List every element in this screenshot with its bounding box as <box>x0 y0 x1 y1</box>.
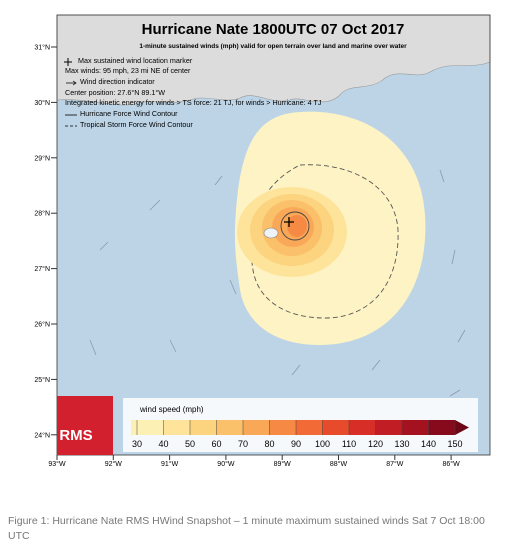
lon-label: 87°W <box>386 460 404 468</box>
frame <box>56 14 491 456</box>
colorbar-label: 40 <box>158 439 168 449</box>
legend-text: Integrated kinetic energy for winds > TS… <box>65 98 322 107</box>
wind-arrows <box>89 169 466 397</box>
colorbar-cell <box>296 420 323 435</box>
colorbar-cell <box>402 420 429 435</box>
lat-label: 27°N <box>34 265 50 273</box>
eye <box>263 227 279 239</box>
logo: RMS <box>59 427 92 444</box>
colorbar-label: 70 <box>238 439 248 449</box>
hurricane-contour <box>280 211 310 241</box>
colorbar-label: 30 <box>132 439 142 449</box>
logo-box <box>57 396 113 455</box>
colorbar-label: 140 <box>421 439 436 449</box>
map: Hurricane Nate 1800UTC 07 Oct 2017 1-min… <box>34 14 491 468</box>
legend-marker <box>64 58 72 66</box>
colorbar-cell <box>216 420 243 435</box>
title: Hurricane Nate 1800UTC 07 Oct 2017 <box>142 21 405 38</box>
colorbar-label: 50 <box>185 439 195 449</box>
lat-label: 31°N <box>34 44 50 52</box>
colorbar-label: 130 <box>394 439 409 449</box>
colorbar-title: wind speed (mph) <box>139 405 204 414</box>
lat-label: 29°N <box>34 154 50 162</box>
colorbar-label: 100 <box>315 439 330 449</box>
lat-label: 30°N <box>34 99 50 107</box>
colorbar-label: 90 <box>291 439 301 449</box>
lon-label: 86°W <box>442 460 460 468</box>
colorbar-cell <box>349 420 376 435</box>
legend-text: Wind direction indicator <box>80 77 155 86</box>
legend-text: Hurricane Force Wind Contour <box>80 109 178 118</box>
lat-label: 25°N <box>34 376 50 384</box>
lon-label: 91°W <box>161 460 179 468</box>
colorbar-cell <box>243 420 270 435</box>
colorbar-cell <box>131 420 164 435</box>
wind-band <box>287 215 307 237</box>
lon-label: 93°W <box>48 460 66 468</box>
lon-label: 89°W <box>274 460 292 468</box>
colorbar-label: 120 <box>368 439 383 449</box>
subtitle: 1-minute sustained winds (mph) valid for… <box>139 43 407 50</box>
colorbar-label: 60 <box>211 439 221 449</box>
colorbar-cell <box>163 420 190 435</box>
lat-label: 26°N <box>34 321 50 329</box>
colorbar-label: 150 <box>447 439 462 449</box>
land <box>56 14 491 106</box>
legend-arrow <box>66 80 77 86</box>
legend-text: Tropical Storm Force Wind Contour <box>80 120 193 129</box>
colorbar-cell <box>428 420 455 435</box>
lat-label: 28°N <box>34 210 50 218</box>
legend-text: Max winds: 95 mph, 23 mi NE of center <box>65 66 191 75</box>
caption: Figure 1: Hurricane Nate RMS HWind Snaps… <box>8 515 485 542</box>
colorbar-cell <box>190 420 217 435</box>
colorbar-cell <box>269 420 296 435</box>
lat-label: 24°N <box>34 431 50 439</box>
lon-label: 90°W <box>217 460 235 468</box>
lon-label: 88°W <box>330 460 348 468</box>
colorbar-cell <box>375 420 402 435</box>
max-wind-marker <box>284 217 294 227</box>
lon-label: 92°W <box>105 460 123 468</box>
legend-text: Max sustained wind location marker <box>78 56 193 65</box>
colorbar-label: 80 <box>264 439 274 449</box>
colorbar-label: 110 <box>342 439 356 449</box>
legend-text: Center position: 27.6°N 89.1°W <box>65 88 165 97</box>
colorbar-extend <box>455 420 469 435</box>
colorbar-cell <box>322 420 349 435</box>
